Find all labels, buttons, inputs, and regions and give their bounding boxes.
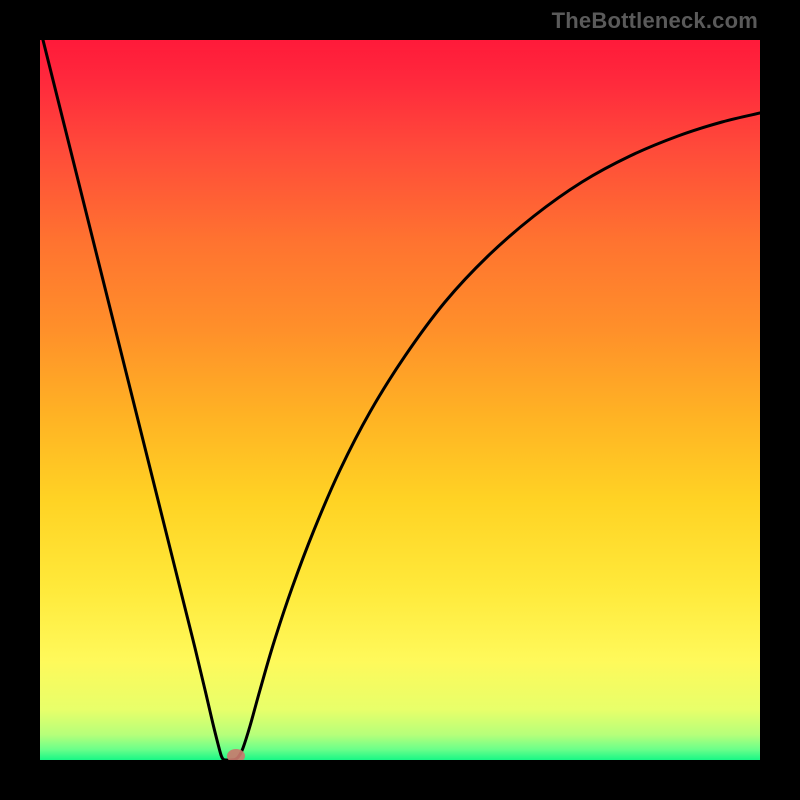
plot-background [40, 40, 760, 760]
chart-canvas [0, 0, 800, 800]
watermark-label: TheBottleneck.com [552, 8, 758, 34]
